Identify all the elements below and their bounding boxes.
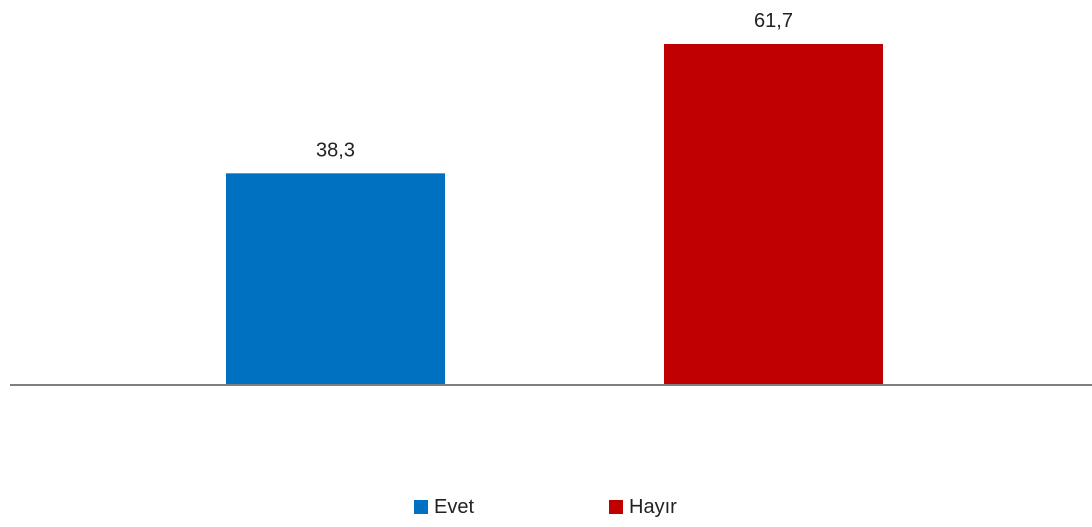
bars-group [226,44,883,385]
data-label-hayir: 61,7 [754,10,793,32]
legend-label-evet: Evet [434,495,475,518]
legend-swatch-evet [414,500,428,514]
bar-hayir [664,44,883,385]
legend: Evet Hayır [0,492,1092,522]
legend-swatch-hayir [609,500,623,514]
bar-evet [226,173,445,385]
data-label-evet: 38,3 [316,139,355,161]
data-labels-group: 38,3 61,7 [316,10,793,161]
legend-item-hayir: Hayır [609,492,677,522]
legend-item-evet: Evet [414,492,474,522]
legend-label-hayir: Hayır [629,495,677,518]
